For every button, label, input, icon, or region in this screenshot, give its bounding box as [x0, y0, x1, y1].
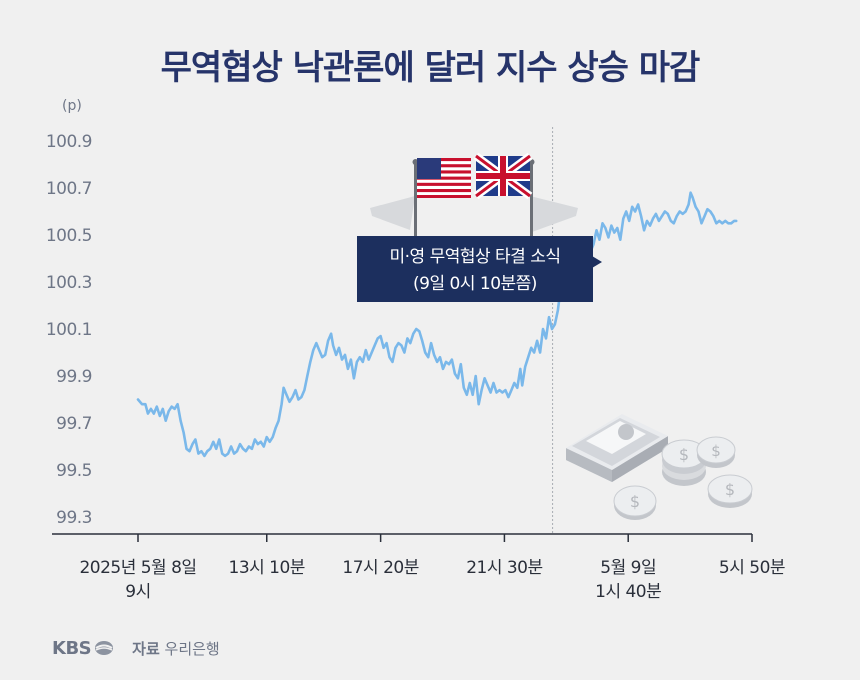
x-tick-label: 2025년 5월 8일 [79, 558, 196, 578]
svg-text:$: $ [725, 480, 735, 499]
source-name: 우리은행 [164, 639, 220, 658]
y-tick-label: 99.7 [56, 414, 92, 434]
footer: KBS 자료 우리은행 [52, 636, 220, 660]
y-tick-label: 99.3 [56, 508, 92, 528]
x-tick-label: 21시 30분 [466, 558, 542, 578]
x-axis-ticks: 2025년 5월 8일 9시 13시 10분 17시 20분 21시 30분 5월 9일 1… [79, 534, 786, 602]
x-tick-label: 1시 40분 [595, 582, 661, 602]
y-axis-ticks: 100.9 100.7 100.5 100.3 100.1 99.9 99.7 99.5 99.… [46, 132, 93, 528]
kbs-logo-text: KBS [52, 637, 92, 659]
callout-title: 미·영 무역협상 타결 소식 [389, 247, 560, 267]
y-tick-label: 100.1 [46, 320, 92, 340]
x-tick-label: 17시 20분 [342, 558, 418, 578]
y-tick-label: 100.9 [46, 132, 92, 152]
x-tick-label: 13시 10분 [229, 558, 305, 578]
kbs-logo: KBS [52, 638, 114, 659]
y-axis-unit: (p) [62, 98, 82, 114]
chart-title: 무역협상 낙관론에 달러 지수 상승 마감 [160, 48, 701, 88]
x-tick-label: 5시 50분 [719, 558, 785, 578]
svg-text:$: $ [630, 492, 640, 511]
source-note: 자료 우리은행 [132, 638, 220, 659]
money-stack-icon [566, 414, 668, 482]
uk-flag-icon [473, 152, 578, 238]
dollar-index-line [136, 191, 738, 458]
x-tick-label: 9시 [125, 582, 150, 602]
y-tick-label: 100.7 [46, 179, 92, 199]
y-tick-label: 100.3 [46, 273, 92, 293]
callout-subtitle: (9일 0시 10분쯤) [413, 274, 537, 294]
svg-text:$: $ [679, 445, 689, 464]
y-tick-label: 100.5 [46, 226, 92, 246]
source-label: 자료 [132, 639, 160, 658]
y-tick-label: 99.5 [56, 461, 92, 481]
coins-icon: $ $ $ $ [613, 436, 753, 520]
svg-text:$: $ [711, 442, 721, 460]
y-tick-label: 99.9 [56, 367, 92, 387]
x-tick-label: 5월 9일 [600, 558, 656, 578]
event-callout: 미·영 무역협상 타결 소식 (9일 0시 10분쯤) [357, 236, 602, 302]
us-flag-icon [370, 158, 471, 238]
kbs-logo-icon [95, 641, 114, 655]
